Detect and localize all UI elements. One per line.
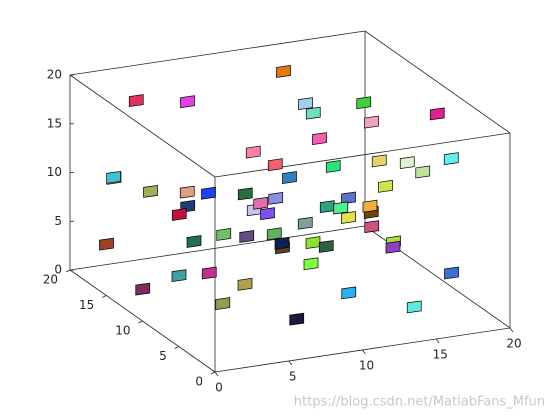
patch	[303, 257, 319, 271]
patch	[186, 235, 202, 248]
patch	[325, 160, 341, 173]
patch	[135, 282, 151, 296]
x-tick	[435, 338, 440, 344]
x-tick	[362, 349, 366, 355]
patch	[429, 107, 445, 121]
patch	[362, 199, 378, 213]
patch	[237, 277, 253, 291]
patch	[399, 156, 415, 170]
x-tick-label: 5	[289, 370, 297, 384]
patch	[371, 154, 387, 168]
box-edge	[214, 132, 511, 178]
y-tick-label: 15	[79, 298, 94, 312]
y-tick-label: 10	[115, 324, 130, 338]
y-tick	[102, 295, 107, 298]
x-tick	[288, 360, 293, 366]
patch	[415, 165, 431, 179]
box-edge	[364, 30, 511, 134]
patch	[341, 191, 356, 205]
patch	[143, 184, 158, 198]
y-tick	[138, 320, 143, 324]
patch	[171, 208, 187, 221]
patch	[378, 179, 393, 193]
z-tick-label: 5	[54, 214, 62, 228]
patch	[266, 227, 282, 241]
watermark: https://blog.csdn.net/MatlabFans_Mfun	[294, 395, 545, 410]
patch	[180, 95, 195, 109]
box-edge	[69, 225, 366, 271]
patch	[385, 240, 401, 254]
patch	[305, 236, 321, 249]
patch	[341, 211, 356, 224]
patch	[179, 185, 195, 199]
patch	[253, 196, 269, 210]
patch	[171, 269, 187, 283]
patch	[99, 237, 114, 251]
patch	[312, 132, 327, 146]
patch	[282, 171, 297, 184]
patch	[318, 240, 334, 253]
x-tick-label: 10	[359, 359, 374, 373]
patch	[364, 220, 380, 234]
patch	[319, 200, 335, 214]
patch	[298, 97, 313, 111]
patch	[341, 286, 357, 300]
y-tick	[210, 371, 216, 375]
patch	[201, 186, 216, 200]
patch	[444, 266, 459, 280]
patch	[128, 94, 144, 107]
patch	[267, 158, 283, 172]
box-edge	[69, 30, 366, 76]
y-tick-label: 5	[159, 349, 167, 363]
y-tick-label: 20	[43, 273, 58, 287]
y-tick-label: 0	[195, 375, 203, 389]
y-tick	[65, 269, 71, 273]
patch	[333, 201, 349, 215]
patch	[305, 106, 321, 120]
z-tick-label: 10	[47, 165, 62, 179]
patch	[268, 191, 284, 205]
patch	[106, 170, 121, 184]
patch	[297, 216, 313, 230]
patch	[245, 145, 261, 159]
patch	[274, 236, 290, 250]
x-tick-label: 15	[433, 348, 448, 362]
patch	[289, 312, 305, 326]
z-tick-label: 20	[47, 68, 62, 82]
patch	[364, 115, 379, 129]
patch	[237, 187, 253, 201]
patch	[216, 228, 232, 241]
x-tick	[214, 371, 219, 377]
patch	[443, 152, 459, 166]
x-tick	[509, 327, 514, 333]
patches	[99, 65, 459, 326]
y-tick	[174, 346, 179, 349]
z-tick-label: 0	[54, 263, 62, 277]
patch	[239, 230, 255, 243]
patch	[260, 207, 275, 221]
patch	[215, 297, 231, 310]
patch	[356, 96, 372, 110]
patch	[201, 266, 217, 280]
x-tick-label: 0	[215, 381, 223, 395]
box-edge	[69, 74, 216, 178]
patch	[406, 300, 422, 314]
patch	[276, 65, 291, 78]
z-tick-label: 15	[47, 116, 62, 130]
x-tick-label: 20	[506, 337, 521, 351]
